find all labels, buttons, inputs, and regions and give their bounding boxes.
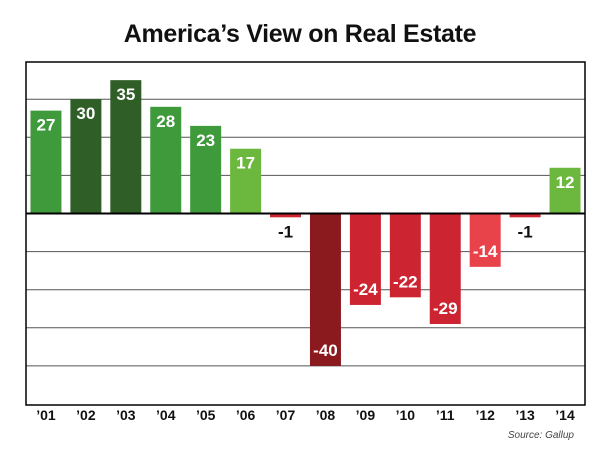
x-tick-label-0: ’01 <box>36 407 56 423</box>
plot-frame <box>25 61 586 406</box>
value-label-13: 12 <box>556 173 575 192</box>
value-label-2: 35 <box>116 85 135 104</box>
x-tick-label-12: ’13 <box>515 407 535 423</box>
bar-10 <box>429 213 461 324</box>
value-label-6: -1 <box>278 223 293 242</box>
value-label-1: 30 <box>76 104 95 123</box>
bar-0 <box>30 110 62 214</box>
source-note: Source: Gallup <box>507 430 574 441</box>
bar-11 <box>469 213 501 267</box>
x-tick-label-1: ’02 <box>76 407 96 423</box>
bar-1 <box>70 99 102 214</box>
value-label-8: -24 <box>353 280 378 299</box>
x-tick-label-5: ’06 <box>236 407 256 423</box>
x-tick-label-8: ’09 <box>356 407 376 423</box>
value-label-0: 27 <box>37 116 56 135</box>
bar-8 <box>349 213 381 305</box>
bar-3 <box>150 106 182 214</box>
value-label-7: -40 <box>313 341 338 360</box>
x-tick-label-9: ’10 <box>396 407 416 423</box>
x-tick-label-10: ’11 <box>436 407 455 423</box>
value-label-4: 23 <box>196 131 215 150</box>
gridlines <box>26 98 585 367</box>
bar-5 <box>230 148 262 214</box>
value-label-12: -1 <box>518 223 533 242</box>
value-label-10: -29 <box>433 299 458 318</box>
bar-12 <box>509 213 541 218</box>
value-labels: 27 30 35 28 23 17 -1 -40 -24 -22 -29 -14 -1 12 <box>37 85 575 360</box>
bar-9 <box>389 213 421 298</box>
x-tick-label-13: ’14 <box>555 407 575 423</box>
value-label-3: 28 <box>156 112 175 131</box>
bar-4 <box>190 125 222 214</box>
x-tick-label-2: ’03 <box>116 407 136 423</box>
value-label-5: 17 <box>236 154 255 173</box>
value-label-9: -22 <box>393 272 418 291</box>
x-tick-label-7: ’08 <box>316 407 336 423</box>
bar-7 <box>309 213 341 366</box>
x-tick-label-11: ’12 <box>475 407 495 423</box>
bar-2 <box>110 80 142 214</box>
x-tick-labels: ’01 ’02 ’03 ’04 ’05 ’06 ’07 ’08 ’09 ’10 ’11 ’12 ’13 ’… <box>36 407 575 423</box>
bars <box>30 80 581 366</box>
bar-6 <box>270 213 302 218</box>
chart-title: America’s View on Real Estate <box>123 20 477 48</box>
x-tick-label-6: ’07 <box>276 407 296 423</box>
x-tick-label-4: ’05 <box>196 407 216 423</box>
bar-13 <box>549 167 581 214</box>
value-label-11: -14 <box>473 242 498 261</box>
x-tick-label-3: ’04 <box>156 407 176 423</box>
